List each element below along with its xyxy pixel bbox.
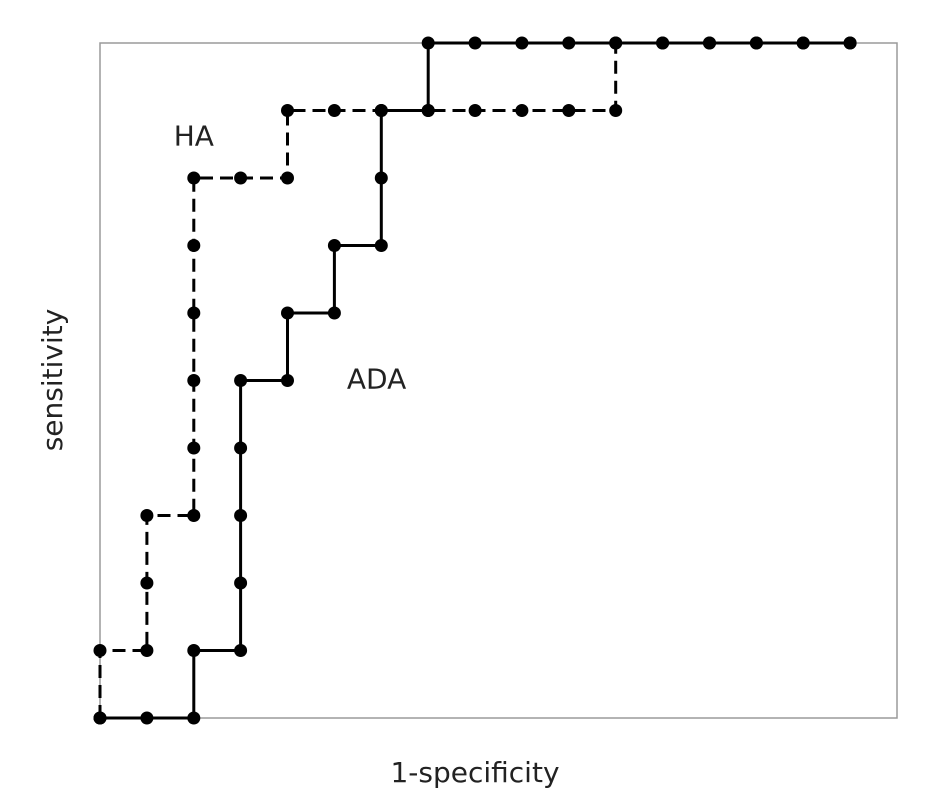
data-point-ada	[234, 374, 248, 387]
data-point-ada	[374, 104, 388, 117]
data-point-ha	[187, 239, 201, 252]
data-point-ada	[796, 36, 810, 50]
plot-area-frame	[99, 42, 898, 719]
data-point-ha	[140, 576, 154, 590]
data-point-ada	[374, 171, 388, 185]
data-point-ha	[187, 171, 201, 185]
data-point-ada	[515, 36, 529, 50]
data-point-ada	[187, 711, 201, 725]
x-axis-label: 1-specificity	[390, 756, 559, 789]
data-point-ada	[234, 644, 248, 657]
data-point-ada	[609, 36, 623, 50]
data-point-ha	[187, 306, 201, 320]
data-point-ada	[468, 36, 482, 50]
series-layer	[93, 36, 857, 725]
series-label-ada: ADA	[347, 363, 406, 396]
data-point-ada	[93, 711, 107, 725]
data-point-ha	[562, 104, 576, 117]
data-point-ha	[140, 644, 154, 657]
data-point-ada	[281, 374, 294, 387]
annotation-layer: HA ADA	[174, 120, 407, 396]
data-point-ha	[140, 509, 154, 522]
data-point-ada	[234, 509, 248, 522]
data-point-ha	[515, 104, 529, 117]
series-ada	[93, 36, 857, 725]
data-point-ada	[187, 644, 201, 657]
data-point-ada	[749, 36, 763, 50]
data-point-ha	[187, 509, 201, 522]
data-point-ha	[327, 104, 341, 117]
data-point-ha	[609, 104, 623, 117]
data-point-ada	[327, 239, 341, 252]
data-point-ada	[281, 306, 294, 320]
data-point-ha	[234, 171, 248, 185]
data-point-ada	[562, 36, 576, 50]
data-point-ha	[93, 644, 107, 657]
data-point-ha	[281, 171, 294, 185]
data-point-ada	[234, 441, 248, 455]
data-point-ada	[140, 711, 154, 725]
data-point-ha	[187, 374, 201, 387]
data-point-ada	[327, 306, 341, 320]
data-point-ha	[468, 104, 482, 117]
data-point-ada	[234, 576, 248, 590]
data-point-ada	[421, 36, 435, 50]
series-label-ha: HA	[174, 120, 214, 153]
data-point-ada	[421, 104, 435, 117]
data-point-ada	[374, 239, 388, 252]
data-point-ada	[843, 36, 857, 50]
data-point-ada	[703, 36, 716, 50]
data-point-ha	[281, 104, 294, 117]
data-point-ha	[187, 441, 201, 455]
y-axis-label: sensitivity	[36, 309, 69, 452]
data-point-ada	[656, 36, 670, 50]
